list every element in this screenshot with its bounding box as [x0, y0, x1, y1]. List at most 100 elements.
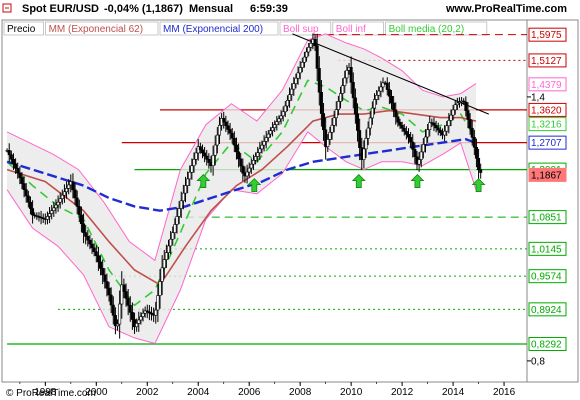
- candle-body: [67, 184, 71, 189]
- candle-body: [173, 224, 177, 233]
- candle-body: [406, 134, 410, 138]
- price-label-1: 1,5127: [531, 56, 562, 67]
- footer-copyright: © ProRealTime.com: [6, 388, 96, 399]
- x-tick-label-2014: 2014: [442, 387, 465, 398]
- candle-body: [319, 91, 323, 114]
- candle-body: [183, 185, 187, 194]
- candle-body: [94, 251, 98, 256]
- price-candles: [5, 33, 483, 339]
- candle-body: [256, 152, 260, 157]
- legend-box-1[interactable]: [45, 21, 159, 36]
- candle-body: [358, 130, 362, 148]
- candle-body: [228, 129, 232, 134]
- candle-body: [171, 232, 175, 240]
- candle-body: [271, 127, 275, 131]
- candle-body: [258, 148, 262, 153]
- candle-body: [366, 127, 370, 139]
- legend-item-3[interactable]: Boll sup: [283, 24, 319, 35]
- candle-body: [421, 144, 425, 153]
- legend-item-4[interactable]: Boll inf: [336, 24, 366, 35]
- candle-body: [464, 101, 468, 111]
- candle-body: [103, 274, 107, 282]
- price-label-5: 1,3216: [531, 120, 562, 131]
- legend-box-3[interactable]: [279, 21, 332, 36]
- price-tag-box-13: [528, 336, 567, 351]
- legend-item-0[interactable]: Precio: [7, 24, 36, 35]
- legend-item-2[interactable]: MM (Exponencial 200): [163, 24, 263, 35]
- candle-body: [375, 94, 379, 100]
- price-tag-box-9: [528, 210, 567, 225]
- legend-box-2[interactable]: [159, 21, 279, 36]
- candle-body: [118, 303, 122, 325]
- price-axis-frame: [526, 19, 579, 383]
- candle-body: [305, 51, 309, 58]
- candle-body: [322, 113, 326, 131]
- candle-body: [392, 102, 396, 111]
- candle-body: [432, 122, 436, 126]
- candle-body: [353, 97, 357, 115]
- candle-body: [241, 165, 245, 174]
- price-label-10: 1,0145: [531, 244, 562, 255]
- candle-body: [150, 312, 154, 315]
- candle-body: [37, 216, 41, 218]
- candle-body: [126, 298, 130, 306]
- x-tick-label-1998: 1998: [34, 387, 57, 398]
- candle-body: [285, 100, 289, 107]
- candle-body: [188, 171, 192, 180]
- candle-body: [167, 245, 171, 254]
- legend-box-0[interactable]: [3, 21, 44, 36]
- candle-body: [264, 137, 268, 142]
- price-label-3: 1,4: [531, 92, 545, 103]
- candle-body: [77, 206, 81, 216]
- up-arrow-icon-0: [196, 174, 211, 188]
- price-tag-box-11: [528, 269, 567, 284]
- candle-body: [175, 216, 179, 225]
- candle-body: [137, 319, 141, 324]
- candle-body: [326, 139, 330, 147]
- candle-body: [457, 101, 461, 104]
- candle-body: [428, 122, 432, 131]
- candle-body: [343, 77, 347, 86]
- candle-body: [147, 311, 151, 314]
- candle-body: [364, 138, 368, 150]
- candle-body: [9, 154, 13, 160]
- candle-body: [396, 116, 400, 123]
- price-label-11: 0,9574: [531, 272, 562, 283]
- candle-body: [135, 323, 139, 328]
- price-label-8: 1,1867: [531, 170, 562, 181]
- candle-body: [260, 144, 264, 150]
- candle-body: [113, 315, 117, 327]
- candle-body: [417, 159, 421, 165]
- x-tick-label-2008: 2008: [289, 387, 312, 398]
- candle-body: [35, 215, 39, 217]
- candle-body: [449, 114, 453, 121]
- candle-body: [181, 192, 185, 202]
- candle-body: [50, 210, 54, 214]
- header-site[interactable]: www.ProRealTime.com: [445, 3, 567, 15]
- x-tick-label-2012: 2012: [391, 387, 414, 398]
- price-tag-box-4: [528, 102, 567, 117]
- candle-body: [400, 124, 404, 129]
- candle-body: [205, 155, 209, 160]
- up-arrow-icon-2: [351, 174, 366, 188]
- candle-body: [281, 111, 285, 117]
- candle-body: [33, 214, 37, 217]
- legend-item-5[interactable]: Boll media (20,2): [389, 24, 465, 35]
- candle-body: [139, 316, 143, 321]
- legend-item-1[interactable]: MM (Exponencial 62): [49, 24, 143, 35]
- candle-body: [324, 129, 328, 147]
- header-bar: Spot EUR/USD -0,04% (1,1867) Mensual 6:5…: [2, 3, 567, 15]
- candle-body: [275, 121, 279, 125]
- candle-body: [453, 104, 457, 111]
- candle-body: [245, 171, 249, 177]
- candle-body: [443, 130, 447, 136]
- candle-body: [71, 181, 75, 191]
- candle-body: [349, 67, 353, 83]
- candle-body: [105, 281, 109, 289]
- candle-body: [215, 134, 219, 146]
- candle-body: [300, 61, 304, 68]
- candle-body: [451, 109, 455, 116]
- price-tag-box-1: [528, 53, 567, 68]
- boll-middle-line: [6, 79, 477, 307]
